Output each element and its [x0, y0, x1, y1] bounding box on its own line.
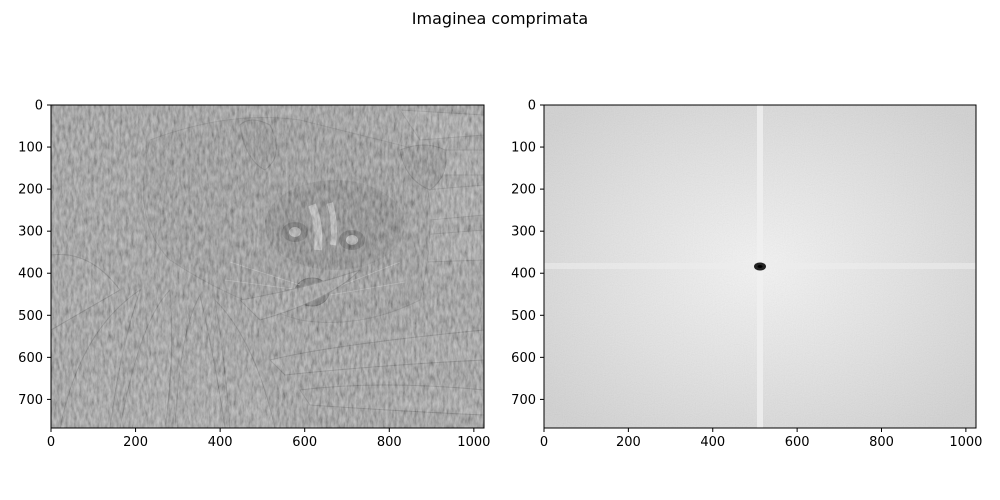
figure-title: Imaginea comprimata [412, 9, 588, 28]
x-tick-label: 800 [377, 435, 402, 450]
raccoon-image [51, 105, 484, 428]
y-tick-label: 100 [511, 141, 536, 156]
y-tick-label: 200 [511, 183, 536, 198]
image-panel-left: 0 200 400 600 800 1000 0 100 200 300 400 500 600 700 [18, 99, 490, 451]
y-tick-label: 300 [511, 225, 536, 240]
x-tick-label: 0 [47, 435, 55, 450]
y-tick-label: 400 [511, 267, 536, 282]
x-tick-label: 0 [540, 435, 548, 450]
x-tick-label: 400 [700, 435, 725, 450]
x-tick-label: 600 [785, 435, 810, 450]
x-tick-label: 1000 [457, 435, 490, 450]
y-tick-label: 500 [511, 309, 536, 324]
y-tick-label: 600 [18, 351, 43, 366]
x-tick-label: 1000 [949, 435, 982, 450]
y-tick-label: 700 [18, 393, 43, 408]
spectrum-center-spot [754, 262, 766, 271]
axis-ticks-left: 0 200 400 600 800 1000 0 100 200 300 400 500 600 700 [18, 99, 490, 451]
x-tick-label: 800 [869, 435, 894, 450]
y-tick-label: 200 [18, 183, 43, 198]
spectrum-panel-right: 0 200 400 600 800 1000 0 100 200 300 400 500 600 700 [511, 99, 982, 451]
y-tick-label: 0 [528, 99, 536, 114]
y-tick-label: 100 [18, 141, 43, 156]
y-tick-label: 0 [35, 99, 43, 114]
spectrum-image [544, 105, 976, 428]
y-tick-label: 500 [18, 309, 43, 324]
y-tick-label: 300 [18, 225, 43, 240]
y-tick-label: 600 [511, 351, 536, 366]
axis-ticks-right: 0 200 400 600 800 1000 0 100 200 300 400 500 600 700 [511, 99, 982, 451]
x-tick-label: 600 [292, 435, 317, 450]
x-tick-label: 200 [616, 435, 641, 450]
y-tick-label: 700 [511, 393, 536, 408]
x-tick-label: 200 [123, 435, 148, 450]
y-tick-label: 400 [18, 267, 43, 282]
x-tick-label: 400 [208, 435, 233, 450]
